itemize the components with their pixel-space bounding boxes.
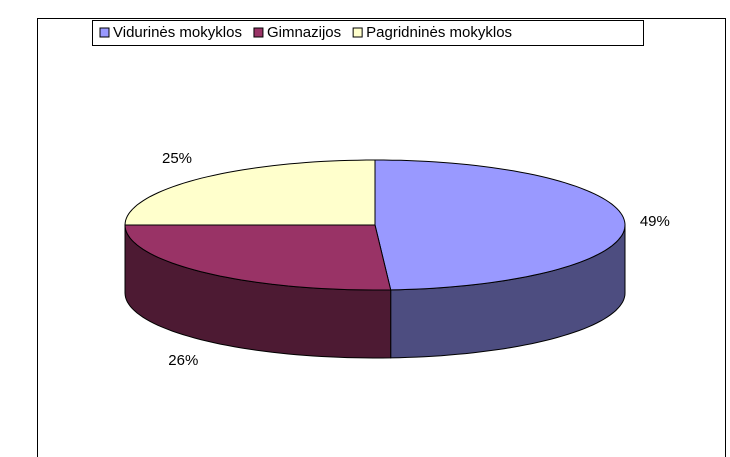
data-label: 26%: [168, 352, 198, 369]
legend-swatch: [99, 27, 110, 38]
legend-label: Pagridninės mokyklos: [366, 24, 512, 41]
legend-swatch: [352, 27, 363, 38]
pie-slice: [124, 224, 392, 291]
legend-label: Vidurinės mokyklos: [113, 24, 242, 41]
legend-items: Vidurinės mokyklos Gimnazijos Pagridninės …: [99, 24, 512, 41]
data-label: 25%: [162, 150, 192, 167]
pie: 49% 26% 25%: [124, 150, 670, 369]
pie-slice: [124, 159, 376, 226]
legend: [92, 20, 644, 46]
legend-label: Gimnazijos: [267, 24, 341, 41]
legend-swatch: [253, 27, 264, 38]
data-label: 49%: [640, 213, 670, 230]
pie-slice: [374, 159, 626, 291]
